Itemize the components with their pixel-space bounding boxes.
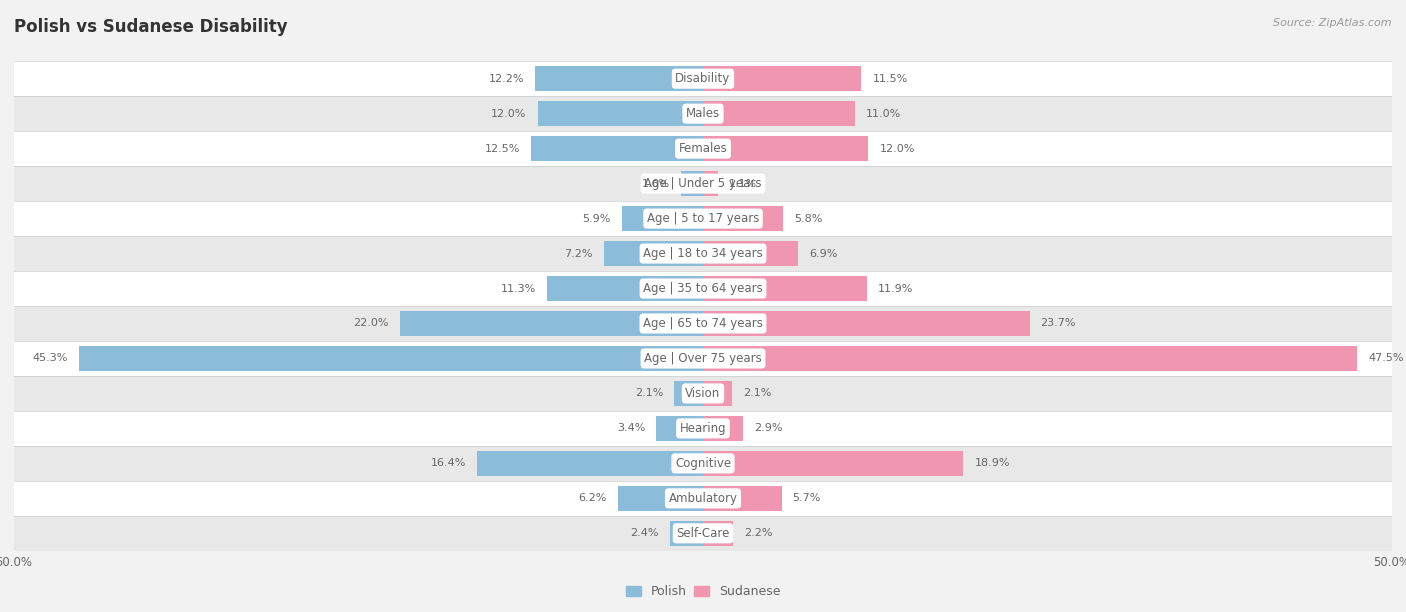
Bar	[14, 61, 1392, 96]
Bar	[681, 171, 703, 196]
Bar	[537, 101, 703, 126]
Bar	[617, 486, 703, 511]
Bar	[703, 241, 799, 266]
Bar	[14, 131, 1392, 166]
Bar	[703, 521, 734, 546]
Text: 1.6%: 1.6%	[641, 179, 669, 188]
Bar	[399, 311, 703, 336]
Text: Age | Under 5 years: Age | Under 5 years	[644, 177, 762, 190]
Text: Cognitive: Cognitive	[675, 457, 731, 470]
Text: 11.5%: 11.5%	[873, 73, 908, 84]
Bar	[534, 66, 703, 91]
Bar	[703, 66, 862, 91]
Text: 47.5%: 47.5%	[1368, 354, 1405, 364]
Text: 12.0%: 12.0%	[879, 144, 915, 154]
Bar	[703, 171, 718, 196]
Bar	[603, 241, 703, 266]
Bar	[703, 346, 1358, 371]
Bar	[14, 306, 1392, 341]
Bar	[703, 276, 868, 301]
Text: 16.4%: 16.4%	[430, 458, 465, 468]
Text: Females: Females	[679, 142, 727, 155]
Text: 11.0%: 11.0%	[866, 109, 901, 119]
Text: 11.9%: 11.9%	[877, 283, 914, 294]
Text: 23.7%: 23.7%	[1040, 318, 1076, 329]
Bar	[14, 341, 1392, 376]
Bar	[703, 416, 742, 441]
Bar	[657, 416, 703, 441]
Bar	[703, 206, 783, 231]
Text: 45.3%: 45.3%	[32, 354, 67, 364]
Bar	[14, 411, 1392, 446]
Bar	[79, 346, 703, 371]
Text: 1.1%: 1.1%	[730, 179, 758, 188]
Text: Source: ZipAtlas.com: Source: ZipAtlas.com	[1274, 18, 1392, 28]
Text: Ambulatory: Ambulatory	[668, 492, 738, 505]
Text: 6.9%: 6.9%	[808, 248, 838, 258]
Text: Self-Care: Self-Care	[676, 527, 730, 540]
Bar	[621, 206, 703, 231]
Text: 12.5%: 12.5%	[484, 144, 520, 154]
Bar	[703, 486, 782, 511]
Text: 6.2%: 6.2%	[578, 493, 606, 503]
Text: 2.4%: 2.4%	[630, 528, 659, 539]
Text: 2.9%: 2.9%	[754, 424, 783, 433]
Bar	[703, 451, 963, 476]
Bar	[14, 271, 1392, 306]
Text: Age | 65 to 74 years: Age | 65 to 74 years	[643, 317, 763, 330]
Text: 11.3%: 11.3%	[501, 283, 536, 294]
Bar	[669, 521, 703, 546]
Bar	[547, 276, 703, 301]
Text: Age | 5 to 17 years: Age | 5 to 17 years	[647, 212, 759, 225]
Text: 2.1%: 2.1%	[634, 389, 664, 398]
Text: 2.1%: 2.1%	[742, 389, 772, 398]
Bar	[531, 136, 703, 161]
Bar	[673, 381, 703, 406]
Bar	[703, 101, 855, 126]
Text: 2.2%: 2.2%	[744, 528, 773, 539]
Bar	[703, 311, 1029, 336]
Text: Age | 18 to 34 years: Age | 18 to 34 years	[643, 247, 763, 260]
Bar	[703, 136, 869, 161]
Text: Hearing: Hearing	[679, 422, 727, 435]
Bar	[14, 236, 1392, 271]
Bar	[14, 516, 1392, 551]
Text: 3.4%: 3.4%	[617, 424, 645, 433]
Bar	[14, 166, 1392, 201]
Bar	[14, 201, 1392, 236]
Text: 22.0%: 22.0%	[353, 318, 389, 329]
Bar	[14, 481, 1392, 516]
Text: 12.2%: 12.2%	[488, 73, 524, 84]
Bar	[703, 381, 733, 406]
Text: Polish vs Sudanese Disability: Polish vs Sudanese Disability	[14, 18, 288, 36]
Bar	[14, 376, 1392, 411]
Text: Age | Over 75 years: Age | Over 75 years	[644, 352, 762, 365]
Legend: Polish, Sudanese: Polish, Sudanese	[620, 580, 786, 603]
Text: 5.8%: 5.8%	[794, 214, 823, 223]
Text: Age | 35 to 64 years: Age | 35 to 64 years	[643, 282, 763, 295]
Bar	[14, 446, 1392, 481]
Text: 5.9%: 5.9%	[582, 214, 610, 223]
Bar	[14, 96, 1392, 131]
Text: Disability: Disability	[675, 72, 731, 85]
Bar	[477, 451, 703, 476]
Text: 12.0%: 12.0%	[491, 109, 527, 119]
Text: 18.9%: 18.9%	[974, 458, 1010, 468]
Text: Males: Males	[686, 107, 720, 120]
Text: 5.7%: 5.7%	[793, 493, 821, 503]
Text: 7.2%: 7.2%	[564, 248, 593, 258]
Text: Vision: Vision	[685, 387, 721, 400]
